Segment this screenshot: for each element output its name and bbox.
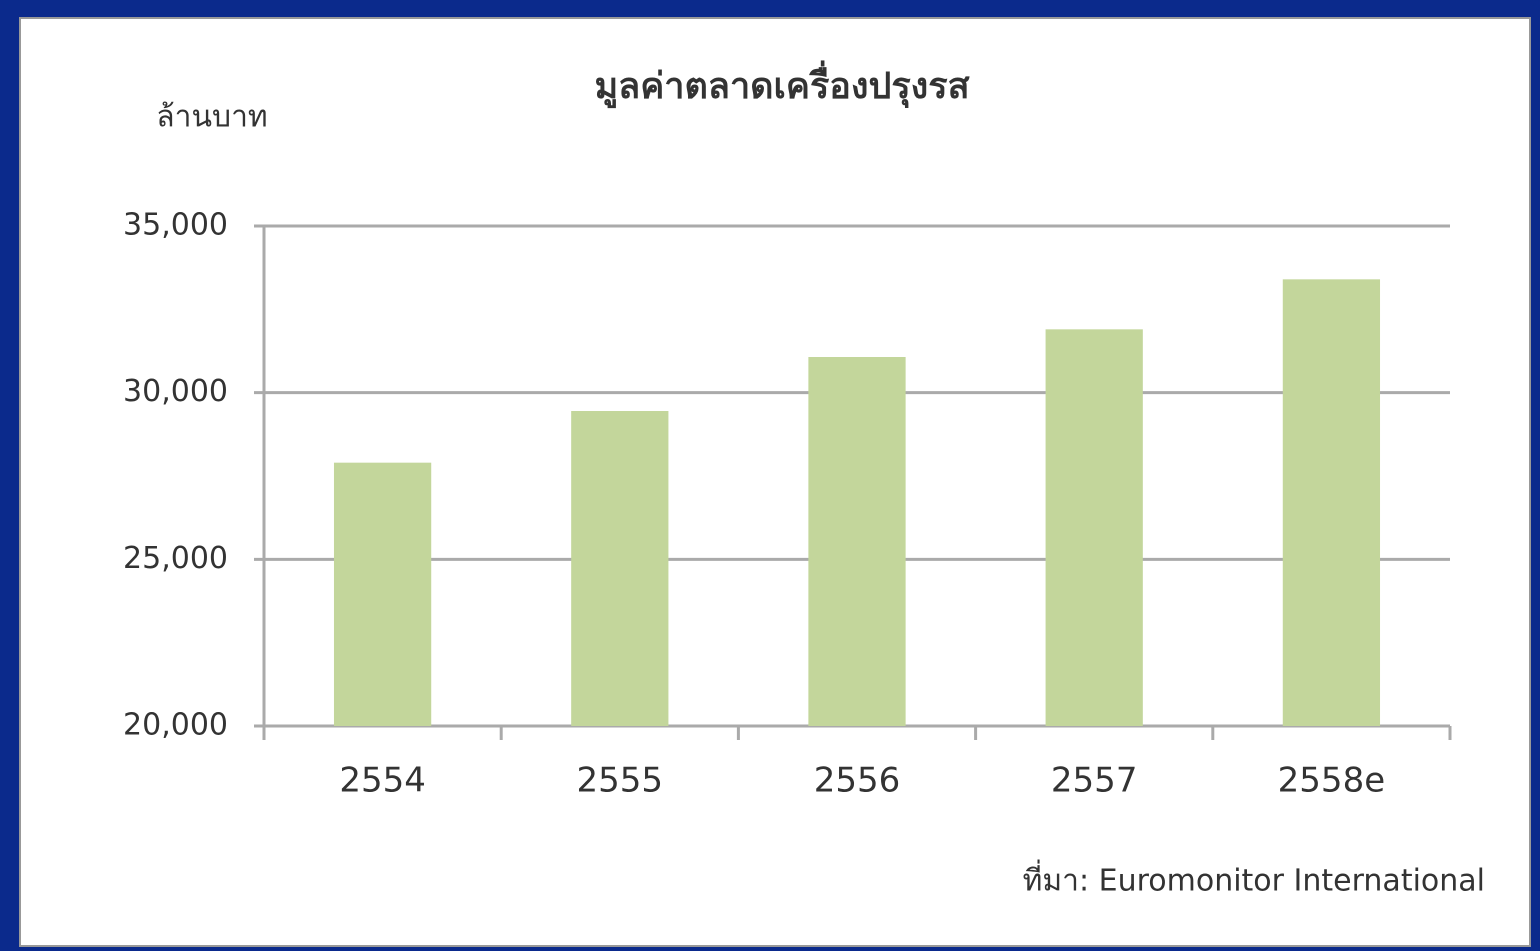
y-tick-label: 30,000 [123, 374, 228, 409]
panel [19, 17, 1531, 947]
x-tick-label: 2554 [339, 761, 426, 801]
bar [571, 411, 669, 726]
bar [333, 462, 432, 726]
x-tick-label: 2555 [577, 761, 664, 801]
source-note: ที่มา: Euromonitor International [1023, 860, 1485, 899]
y-tick-label: 25,000 [123, 541, 228, 576]
bar [1045, 329, 1143, 726]
x-tick-label: 2556 [814, 761, 901, 801]
y-tick-label: 35,000 [123, 208, 228, 243]
x-tick-label: 2557 [1051, 761, 1138, 801]
y-tick-label: 20,000 [123, 708, 228, 743]
bar [1282, 279, 1381, 726]
bar [808, 357, 906, 726]
x-tick-label: 2558e [1278, 761, 1385, 801]
y-axis-label: ล้านบาท [156, 100, 267, 135]
chart-title: มูลค่าตลาดเครื่องปรุงรส [594, 60, 969, 109]
